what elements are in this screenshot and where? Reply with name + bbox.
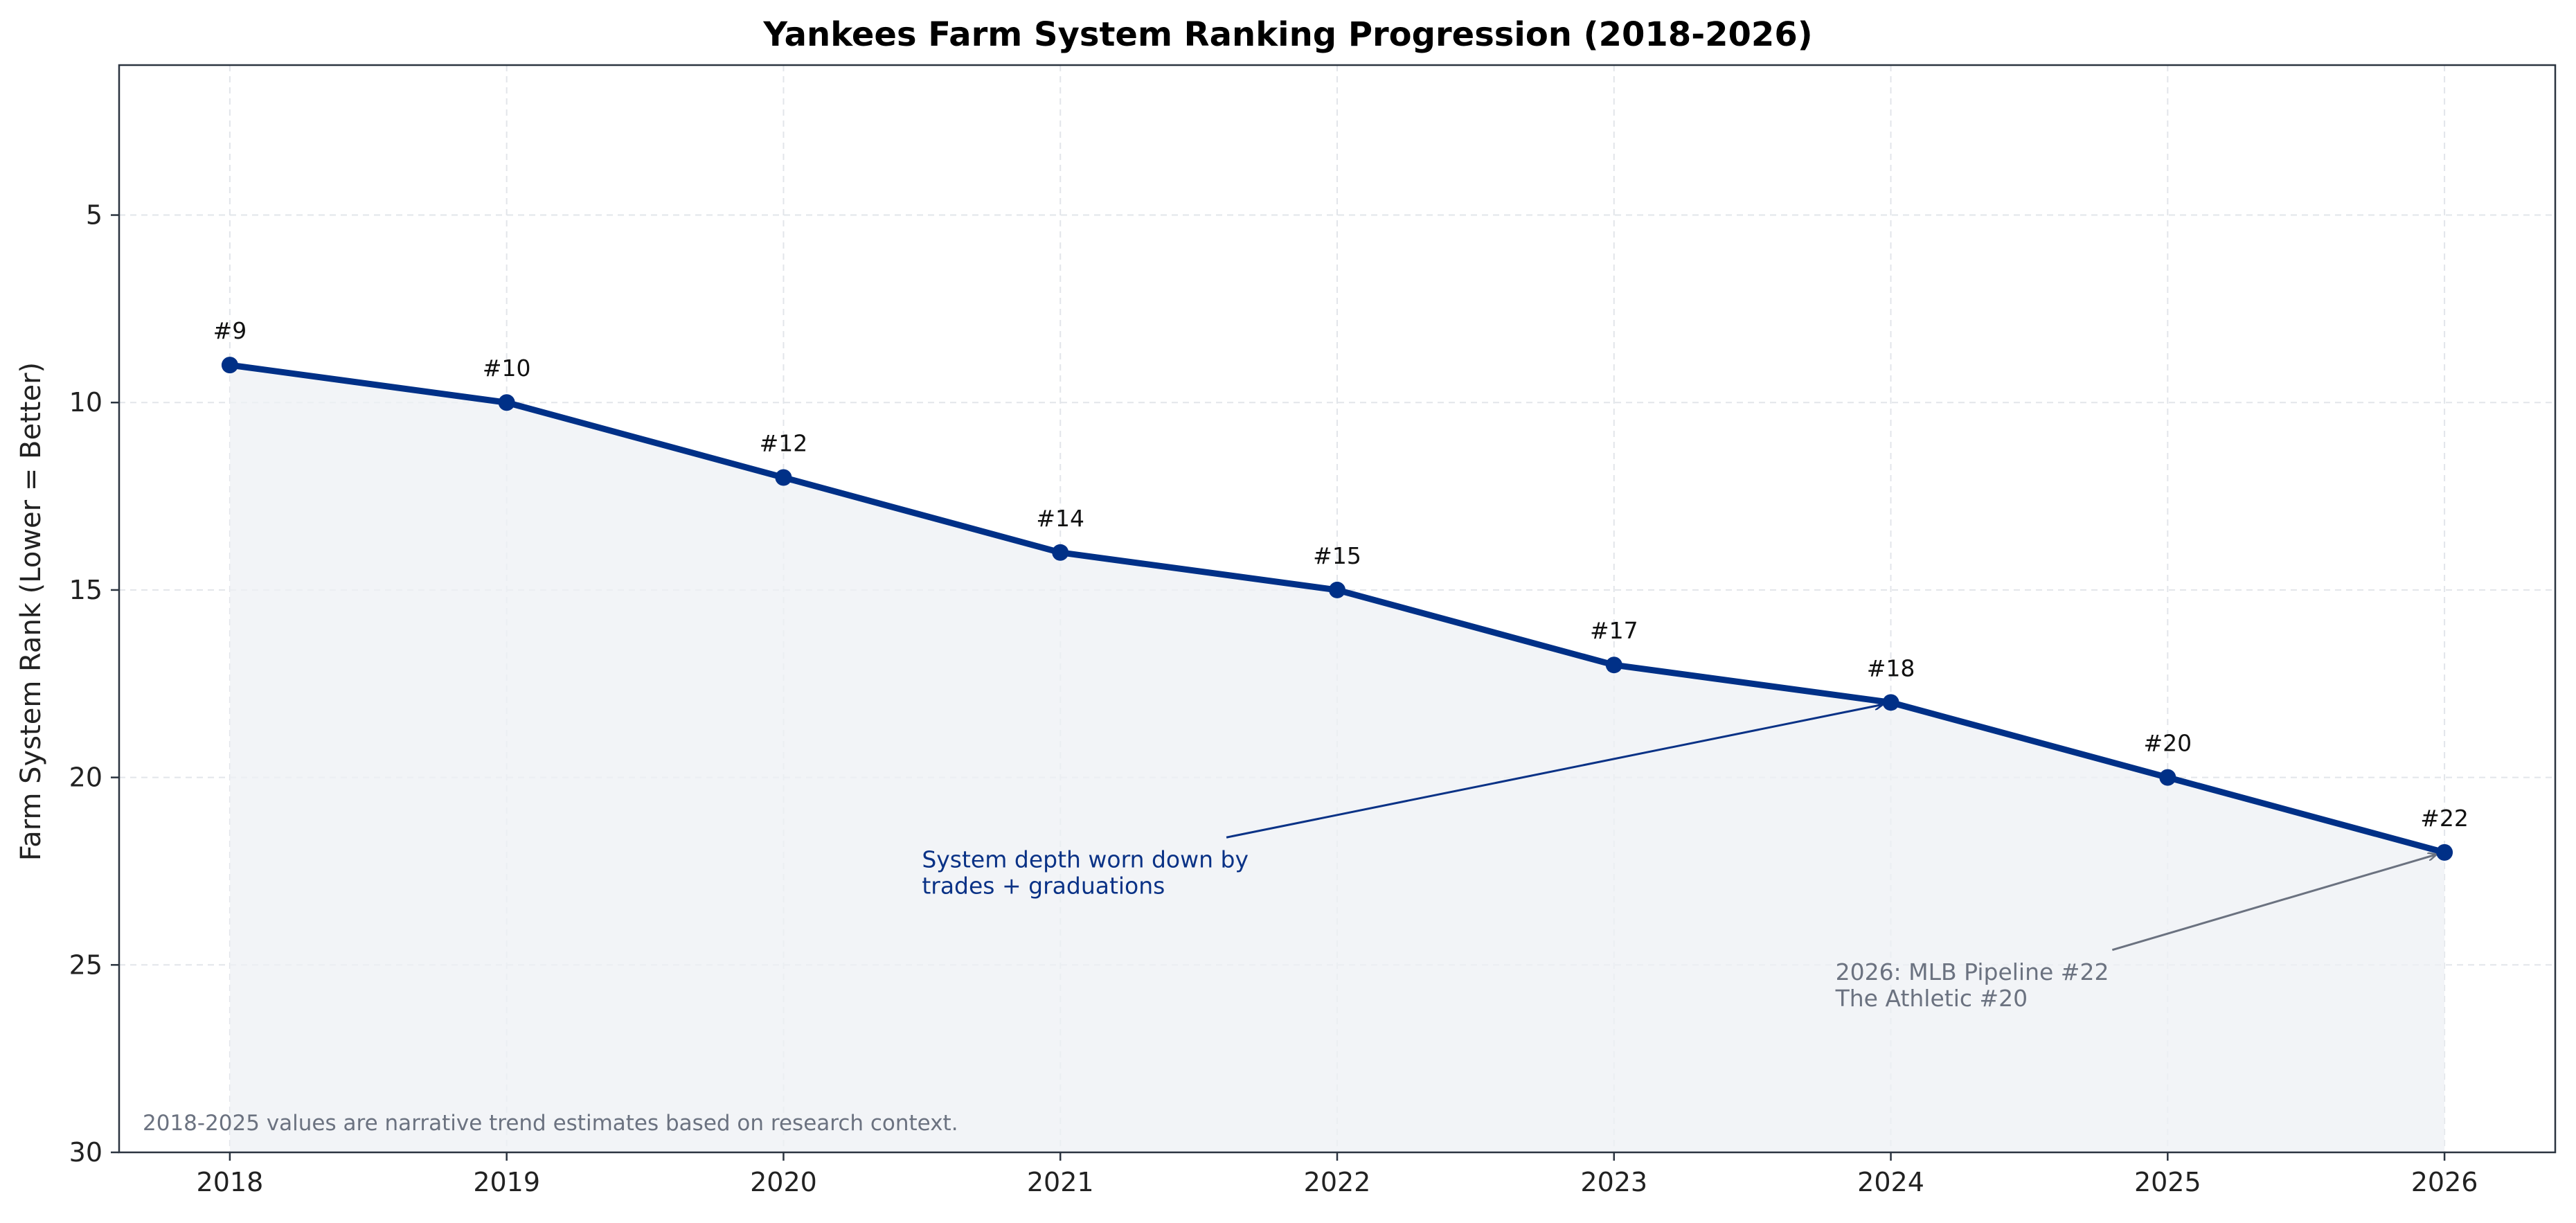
data-label-2025: #20 <box>2143 730 2192 757</box>
area-fill <box>229 365 2445 1152</box>
annotation-text-1-1: The Athletic #20 <box>1835 985 2028 1012</box>
data-point-2020 <box>775 469 792 486</box>
x-tick-label-4: 2022 <box>1304 1167 1371 1197</box>
annotation-text-1-0: 2026: MLB Pipeline #22 <box>1836 958 2109 985</box>
data-label-2022: #15 <box>1313 542 1361 569</box>
annotation-arrow-0 <box>1226 704 1882 839</box>
annotation-text-0-1: trades + graduations <box>922 873 1165 900</box>
annotation-arrow-1 <box>2111 855 2436 952</box>
data-points <box>221 357 2453 861</box>
data-label-2024: #18 <box>1867 654 1915 681</box>
data-label-2021: #14 <box>1036 505 1084 532</box>
y-tick-label-2: 15 <box>69 575 102 605</box>
x-tick-label-8: 2026 <box>2411 1167 2478 1197</box>
x-tick-label-7: 2025 <box>2134 1167 2201 1197</box>
x-tick-label-2: 2020 <box>750 1167 817 1197</box>
x-tick-label-1: 2019 <box>473 1167 540 1197</box>
y-tick-label-5: 30 <box>69 1137 102 1168</box>
chart-title: Yankees Farm System Ranking Progression … <box>762 15 1812 54</box>
y-axis-label: Farm System Rank (Lower = Better) <box>15 362 47 861</box>
data-label-2026: #22 <box>2420 805 2469 832</box>
x-axis: 2018 2019 2020 2021 2022 2023 2024 2025 2026 <box>197 1152 2478 1197</box>
annotation-text-0-0: System depth worn down by <box>922 846 1249 873</box>
y-tick-label-0: 5 <box>86 200 102 231</box>
x-tick-label-3: 2021 <box>1027 1167 1094 1197</box>
data-point-2023 <box>1605 657 1622 674</box>
x-tick-label-5: 2023 <box>1580 1167 1647 1197</box>
data-label-2020: #12 <box>760 430 808 457</box>
data-point-2024 <box>1882 694 1899 711</box>
data-label-2018: #9 <box>213 317 247 344</box>
data-point-2021 <box>1052 544 1069 561</box>
y-tick-label-4: 25 <box>69 949 102 980</box>
data-labels: #9 #10 #12 #14 #15 #17 #18 #20 #22 <box>213 317 2469 832</box>
data-point-2019 <box>498 394 515 411</box>
data-label-2019: #10 <box>483 355 531 382</box>
x-tick-label-6: 2024 <box>1857 1167 1924 1197</box>
data-point-2022 <box>1329 581 1345 598</box>
y-axis: 5 10 15 20 25 30 <box>69 200 119 1168</box>
data-point-2026 <box>2436 843 2453 861</box>
x-tick-label-0: 2018 <box>197 1167 264 1197</box>
footnote: 2018-2025 values are narrative trend est… <box>143 1111 958 1136</box>
data-point-2025 <box>2159 769 2176 786</box>
y-tick-label-3: 20 <box>69 762 102 793</box>
data-label-2023: #17 <box>1590 617 1638 644</box>
data-point-2018 <box>221 357 238 374</box>
y-tick-label-1: 10 <box>69 387 102 418</box>
